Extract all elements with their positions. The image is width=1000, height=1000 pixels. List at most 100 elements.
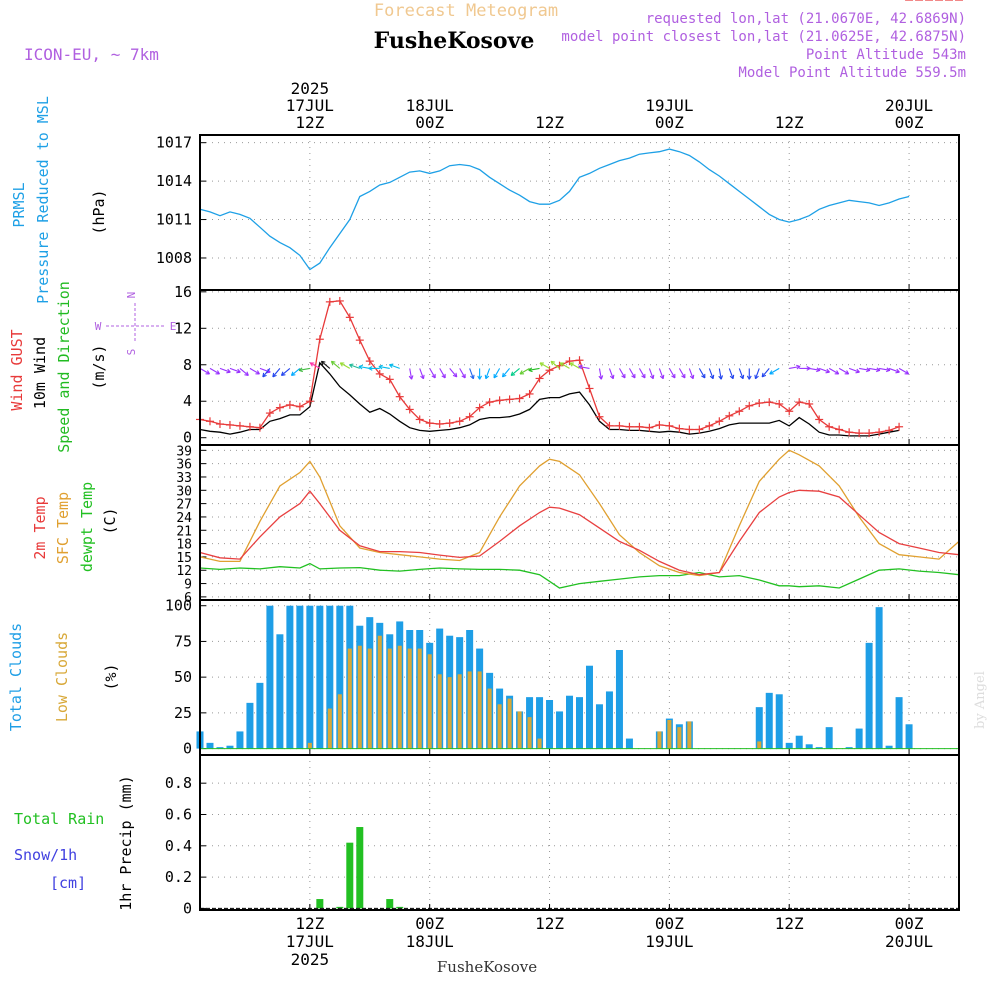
wind-dir-arrow [459, 368, 466, 379]
low-cloud-bar [417, 648, 422, 749]
cloud-unit: (%) [102, 663, 120, 690]
wind-dir-arrowhead [659, 375, 664, 380]
wind-dir-arrowhead [720, 375, 724, 380]
low-cloud-bar [657, 731, 662, 749]
wind-dir-arrow [0, 0, 929, 368]
wind-dir-arrowhead [729, 375, 734, 380]
wind-dir-arrowhead [855, 371, 860, 374]
wind-dir-arrow [728, 368, 734, 379]
total-cloud-bar [286, 605, 294, 749]
y-tick-label: 36 [176, 458, 192, 473]
rain-bar [336, 906, 344, 909]
wind-dir-arrow [789, 365, 801, 369]
wind-dir-arrowhead [484, 374, 487, 379]
wind-dir-arrow [281, 367, 291, 376]
wind-dir-arrowhead [825, 371, 830, 374]
wind-dir-arrowhead [671, 375, 676, 379]
wind-dir-arrow [608, 368, 614, 379]
wind-dir-arrowhead [331, 360, 336, 363]
wind-dir-arrow [439, 368, 446, 379]
location-title: FusheKosove [374, 28, 535, 54]
low-cloud-bar [687, 721, 692, 749]
y-tick-label: 33 [176, 471, 192, 486]
total-cloud-bar [605, 691, 613, 749]
panel-frame [199, 754, 960, 911]
closest-coords: model point closest lon,lat (21.0625E, 4… [561, 29, 966, 45]
time-label-top: 00Z [895, 113, 924, 132]
wind-dir-arrowhead [368, 366, 373, 369]
wind-dir-arrow [769, 367, 780, 375]
time-label-bottom: 20JUL [885, 932, 933, 951]
wind-dir-arrow [809, 367, 821, 371]
rain-bar [316, 899, 324, 909]
wind-dir-arrow [550, 360, 560, 369]
wind-dir-arrow [678, 368, 686, 379]
low-cloud-bar [497, 704, 502, 749]
total-cloud-bar [266, 605, 274, 749]
wind-dir-arrow [761, 368, 770, 378]
wind-dir-arrow [409, 368, 413, 380]
low-cloud-bar [307, 742, 312, 749]
total-cloud-bar [576, 697, 583, 749]
low-cloud-bar [537, 738, 542, 749]
time-label-bottom: 12Z [775, 914, 804, 933]
wind-gust-label: Wind GUST [8, 329, 26, 410]
wind-dir-arrow [419, 368, 424, 379]
wind-dir-arrowhead [769, 370, 773, 375]
wind-dir-arrowhead [709, 375, 714, 380]
wind-dir-arrowhead [856, 368, 860, 373]
temp-2m-label: 2m Temp [31, 496, 49, 559]
wind-dir-arrowhead [866, 367, 871, 371]
wind-dir-arrowhead [470, 375, 474, 380]
temp-sfc-label: SFC Temp [54, 492, 72, 564]
wind-dir-arrow [898, 367, 909, 375]
wind-dir-arrow [698, 368, 706, 379]
wind-dir-arrow [0, 0, 939, 368]
wind-dir-arrowhead [502, 374, 507, 378]
wind-dir-arrowhead [267, 368, 271, 373]
wind-dir-arrowhead [280, 371, 284, 376]
wind-dir-arrowhead [718, 375, 722, 380]
wind-dir-arrow [519, 367, 530, 375]
wind-dir-arrow [598, 368, 602, 380]
pressure-panel: PRMSL Pressure Reduced to MSL (hPa) 1008… [10, 96, 960, 304]
wind-dir-arrow [628, 368, 636, 379]
wind-dir-arrow [738, 368, 744, 379]
wind-dir-arrow [272, 368, 281, 378]
low-cloud-bar [447, 677, 452, 749]
total-cloud-bar [845, 747, 853, 749]
wind-dir-arrowhead [408, 375, 413, 380]
wind-dir-arrow [310, 362, 321, 369]
total-cloud-bar [595, 704, 603, 749]
total-cloud-bar [825, 727, 833, 749]
wind-dir-arrowhead [501, 372, 504, 377]
wind-dir-arrowhead [349, 364, 353, 369]
credit-text: by Angel [973, 671, 988, 729]
wind-dir-arrowhead [559, 362, 563, 367]
wind-dir-arrowhead [389, 363, 394, 366]
wind-dir-arrowhead [846, 370, 850, 375]
y-tick-label: 8 [183, 356, 192, 374]
y-tick-label: 0 [183, 429, 192, 447]
sfc-temp-line [199, 449, 960, 577]
wind-dir-arrow [485, 368, 491, 379]
wind-dir-arrowhead [732, 374, 735, 379]
wind-dir-arrowhead [298, 369, 303, 373]
low-cloud-bar [677, 727, 682, 749]
wind-dir-arrowhead [493, 375, 498, 379]
total-cloud-bar [276, 634, 284, 749]
wind-dir-arrowhead [281, 374, 286, 377]
wind-speed-line [199, 361, 900, 437]
wind-dir-arrowhead [378, 366, 383, 370]
wind-dir-arrow [209, 367, 220, 375]
wind-dir-arrow [262, 368, 271, 378]
wind-dir-arrow [848, 367, 860, 373]
total-cloud-bar [246, 702, 254, 749]
wind-dir-arrowhead [320, 361, 324, 366]
low-cloud-bar [667, 720, 672, 749]
wind-dir-arrowhead [550, 361, 554, 366]
wind-dir-arrow [389, 364, 400, 369]
time-label-top: 2025 [291, 79, 330, 98]
total-cloud-bar [615, 650, 623, 749]
wind-dir-arrowhead [712, 374, 715, 379]
